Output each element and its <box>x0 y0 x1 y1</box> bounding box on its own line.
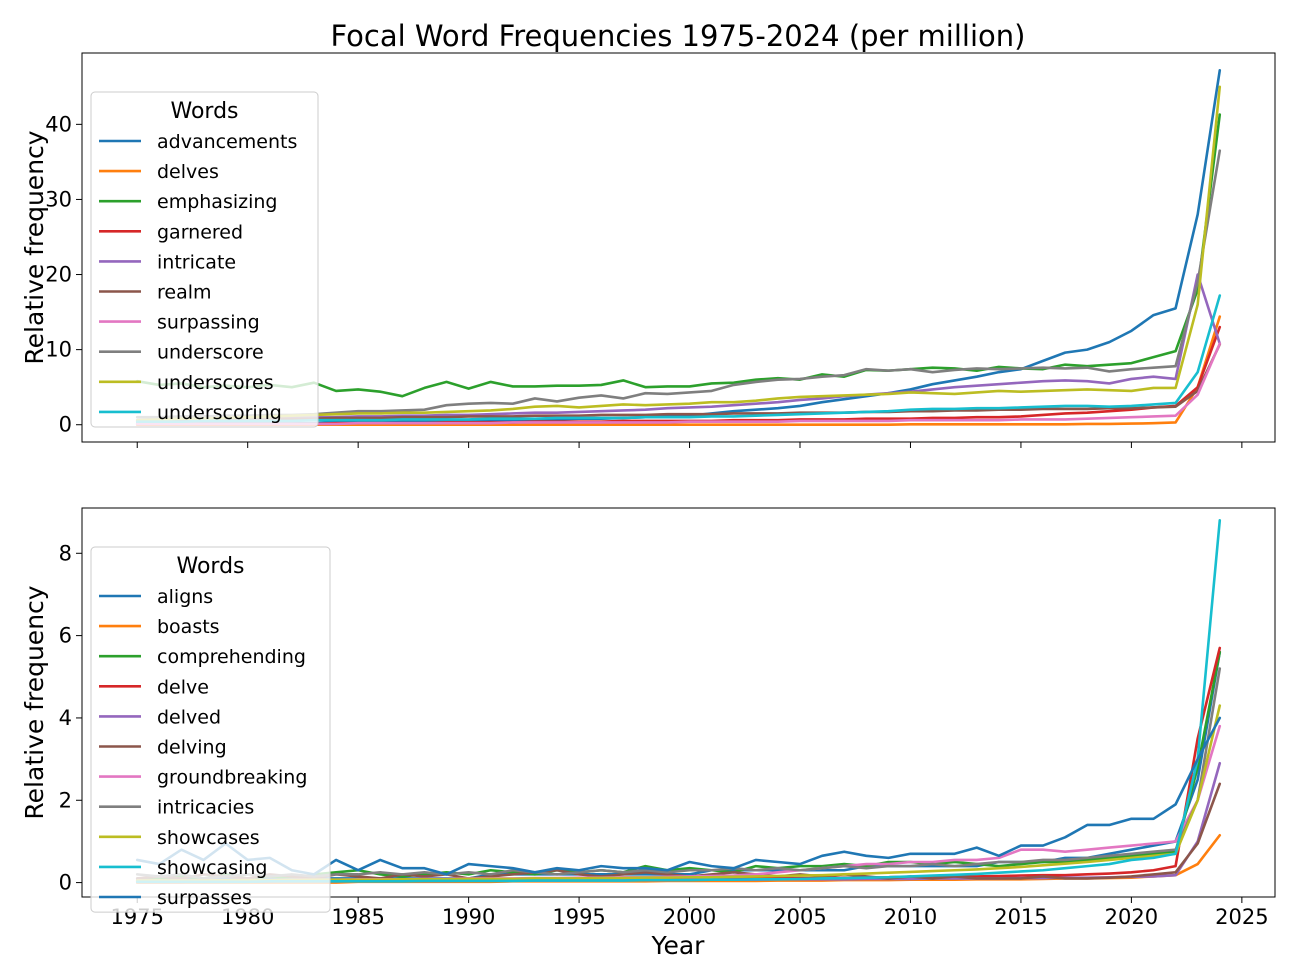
legend-box <box>90 546 331 913</box>
y-axis-label: Relative frequency <box>20 585 49 819</box>
legend-box <box>90 91 319 428</box>
legend-label-intricacies: intricacies <box>157 797 254 819</box>
legend-label-groundbreaking: groundbreaking <box>157 767 307 789</box>
legend: Words aligns boasts comprehending delve delve… <box>90 546 331 913</box>
legend-label-surpasses: surpasses <box>157 887 252 909</box>
legend-label-underscores: underscores <box>157 372 274 394</box>
y-tick-label: 2 <box>59 788 72 812</box>
legend-label-showcases: showcases <box>157 827 260 849</box>
legend-label-delve: delve <box>157 676 209 698</box>
x-tick-label: 2000 <box>663 905 716 929</box>
x-tick-label: 2025 <box>1215 905 1268 929</box>
y-tick-label: 10 <box>45 338 72 362</box>
y-tick-label: 40 <box>45 112 72 136</box>
y-axis-label: Relative frequency <box>20 130 49 364</box>
legend-label-garnered: garnered <box>157 221 243 243</box>
legend-label-comprehending: comprehending <box>157 646 306 668</box>
y-tick-label: 0 <box>59 871 72 895</box>
x-tick-label: 2015 <box>994 905 1047 929</box>
y-tick-label: 8 <box>59 541 72 565</box>
legend-label-delving: delving <box>157 737 227 759</box>
x-tick-label: 2005 <box>773 905 826 929</box>
axes-frame <box>81 52 1276 443</box>
legend-label-boasts: boasts <box>157 616 220 638</box>
legend-label-advancements: advancements <box>157 131 297 153</box>
legend-label-realm: realm <box>157 282 212 304</box>
legend-label-underscore: underscore <box>157 342 264 364</box>
chart-title: Focal Word Frequencies 1975-2024 (per mi… <box>331 19 1026 53</box>
x-axis-label: Year <box>651 931 706 960</box>
y-tick-label: 20 <box>45 263 72 287</box>
x-tick-label: 2020 <box>1105 905 1158 929</box>
y-tick-label: 0 <box>59 413 72 437</box>
legend-label-underscoring: underscoring <box>157 402 282 424</box>
x-tick-label: 1985 <box>331 905 384 929</box>
legend-label-showcasing: showcasing <box>157 857 267 879</box>
y-tick-label: 4 <box>59 706 72 730</box>
x-tick-label: 2010 <box>884 905 937 929</box>
axes-frame <box>81 507 1276 898</box>
x-tick-label: 1990 <box>442 905 495 929</box>
legend: Words advancements delves emphasizing garner… <box>90 91 319 428</box>
legend-title: Words <box>176 554 244 579</box>
x-tick-label: 1995 <box>552 905 605 929</box>
legend-label-emphasizing: emphasizing <box>157 191 277 213</box>
legend-label-delves: delves <box>157 161 219 183</box>
legend-label-surpassing: surpassing <box>157 312 260 334</box>
y-tick-label: 30 <box>45 187 72 211</box>
y-tick-label: 6 <box>59 624 72 648</box>
legend-label-delved: delved <box>157 706 221 728</box>
legend-label-intricate: intricate <box>157 251 236 273</box>
legend-label-aligns: aligns <box>157 586 213 608</box>
legend-title: Words <box>170 99 238 124</box>
